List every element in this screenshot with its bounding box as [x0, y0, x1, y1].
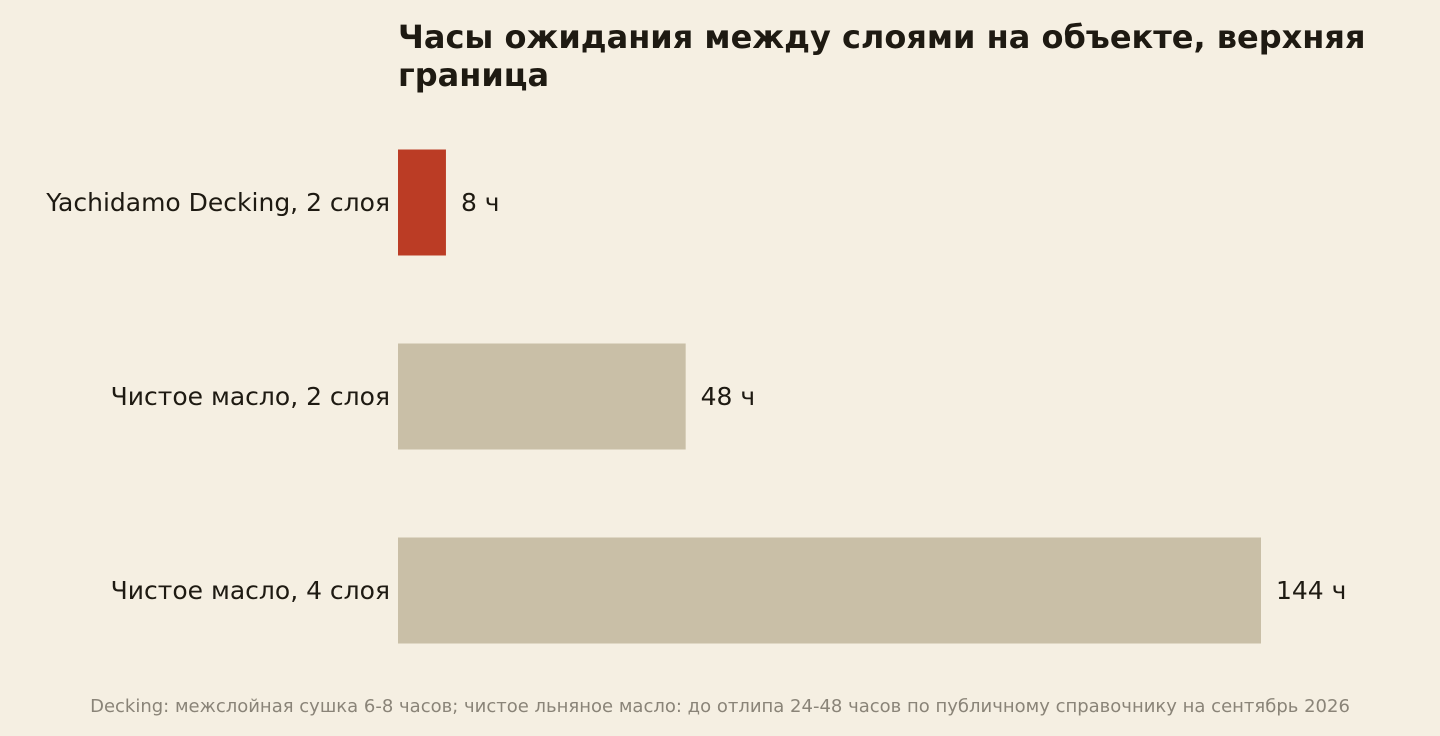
- value-label: 8 ч: [461, 188, 500, 217]
- chart-footnote: Decking: межслойная сушка 6-8 часов; чис…: [90, 696, 1350, 717]
- value-label: 48 ч: [701, 382, 756, 411]
- bar-group-1: Yachidamo Decking, 2 слоя 8 ч: [45, 149, 500, 256]
- value-label: 144 ч: [1276, 576, 1346, 605]
- bar-3: [398, 537, 1261, 644]
- bar-2: [398, 343, 686, 450]
- bar-group-2: Чистое масло, 2 слоя 48 ч: [111, 343, 756, 450]
- category-label: Чистое масло, 2 слоя: [111, 382, 390, 411]
- chart-title: Часы ожидания между слоями на объекте, в…: [398, 18, 1366, 94]
- bar-1: [398, 149, 446, 256]
- category-label: Yachidamo Decking, 2 слоя: [45, 188, 390, 217]
- bar-group-3: Чистое масло, 4 слоя 144 ч: [111, 537, 1346, 644]
- category-label: Чистое масло, 4 слоя: [111, 576, 390, 605]
